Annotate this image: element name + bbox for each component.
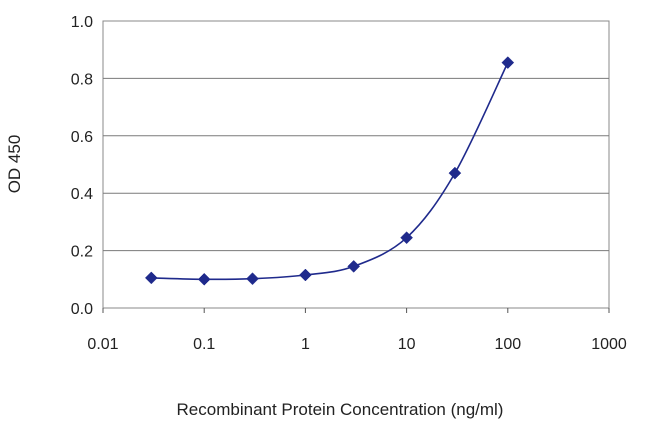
y-tick-label: 1.0 bbox=[71, 14, 93, 31]
data-points bbox=[144, 56, 515, 286]
plot-area bbox=[102, 20, 610, 309]
y-tick-label: 0.0 bbox=[71, 301, 93, 318]
x-tick-label: 0.1 bbox=[193, 336, 215, 353]
x-axis-ticks: 0.01 0.1 1 10 100 1000 bbox=[87, 308, 627, 353]
x-tick-label: 1 bbox=[301, 336, 310, 353]
x-axis-label: Recombinant Protein Concentration (ng/ml… bbox=[177, 400, 504, 419]
data-point-0 bbox=[144, 271, 158, 285]
y-tick-label: 0.4 bbox=[71, 186, 93, 203]
y-tick-label: 0.2 bbox=[71, 244, 93, 261]
x-tick-label: 1000 bbox=[591, 336, 627, 353]
y-axis-label: OD 450 bbox=[5, 135, 24, 194]
data-point-1 bbox=[197, 272, 211, 286]
data-point-2 bbox=[246, 272, 259, 286]
x-tick-label: 10 bbox=[398, 336, 416, 353]
data-point-3 bbox=[299, 268, 312, 282]
data-point-5 bbox=[400, 231, 413, 245]
y-tick-label: 0.6 bbox=[71, 129, 93, 146]
x-tick-label: 100 bbox=[494, 336, 521, 353]
x-tick-label: 0.01 bbox=[87, 336, 118, 353]
data-point-4 bbox=[347, 260, 361, 273]
grid-lines bbox=[103, 77, 609, 252]
y-axis-ticks: 0.0 0.2 0.4 0.6 0.8 1.0 bbox=[71, 14, 93, 318]
data-point-6 bbox=[448, 166, 462, 180]
y-tick-label: 0.8 bbox=[71, 71, 93, 88]
data-point-7 bbox=[501, 56, 515, 69]
